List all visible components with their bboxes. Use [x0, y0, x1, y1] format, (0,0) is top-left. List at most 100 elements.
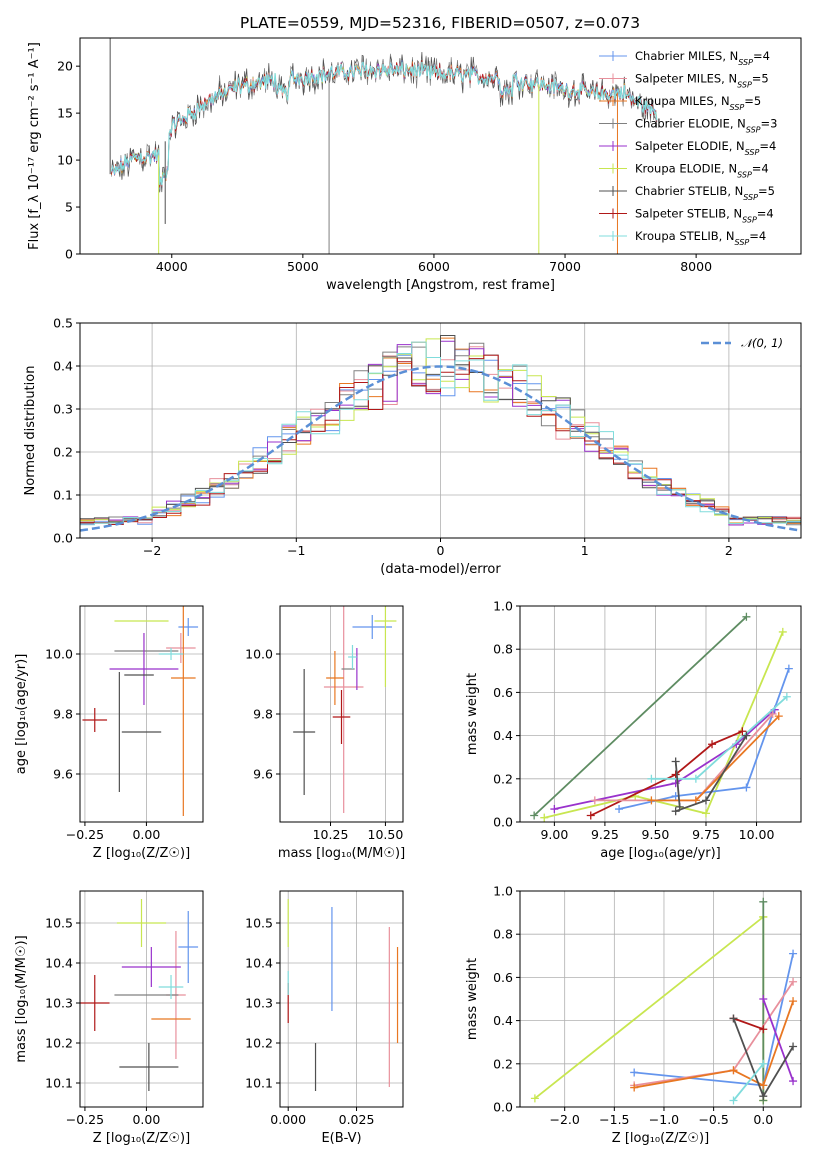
weight-point-marker — [530, 1094, 539, 1103]
x-tick-label: 10.25 — [313, 827, 349, 842]
weight-point-marker — [630, 1083, 639, 1092]
y-axis-label: age [log₁₀(age/yr)] — [14, 654, 29, 775]
panel-z_vs_age: −0.25 0.00 9.6 9.8 10.0 Z [log₁₀(Z/Z☉)] age [l… — [14, 605, 204, 861]
plot-area-residuals — [80, 335, 801, 532]
y-tick-label: 0.2 — [493, 1056, 513, 1071]
weight-point-marker — [671, 757, 680, 766]
spectrum-series-line — [111, 51, 658, 193]
legend-entry-name: Chabrier ELODIE, N — [635, 117, 746, 131]
weight-series-line — [618, 668, 790, 810]
y-axis-label: Flux [f_λ 10⁻¹⁷ erg cm⁻² s⁻¹ A⁻¹] — [27, 42, 42, 250]
weight-series — [530, 612, 751, 820]
y-tick-label: 10.5 — [245, 916, 273, 931]
legend-entry-label: Kroupa STELIB, NSSP=4 — [635, 229, 766, 247]
legend-entry-subscript: SSP — [730, 103, 745, 112]
weight-point-marker — [701, 796, 710, 805]
y-tick-label: 10.3 — [45, 996, 73, 1011]
errorbar-point — [178, 618, 199, 636]
y-tick-label: 0.0 — [53, 531, 73, 546]
y-tick-label: 10.0 — [245, 647, 273, 662]
errorbar-point — [82, 708, 108, 732]
weight-point-marker — [759, 1092, 768, 1101]
x-tick-label: 0.00 — [132, 1112, 160, 1127]
histogram-series — [80, 341, 801, 526]
legend-entry-name: Kroupa STELIB, N — [635, 229, 735, 243]
weight-point-marker — [742, 783, 751, 792]
plot-area-z_vs_age — [82, 606, 199, 816]
weight-point-marker — [742, 612, 751, 621]
y-tick-label: 0.4 — [493, 1013, 513, 1028]
y-tick-label: 0.6 — [493, 685, 513, 700]
errorbar-point — [119, 1043, 179, 1091]
y-tick-label: 9.6 — [53, 767, 73, 782]
plot-area-age_weights — [530, 612, 793, 822]
x-tick-label: 0 — [437, 543, 445, 558]
weight-point-marker — [729, 1096, 738, 1105]
legend-entry-subscript: SSP — [738, 58, 753, 67]
legend-entry-label: Kroupa ELODIE, NSSP=4 — [635, 162, 769, 180]
legend-entry-subscript: SSP — [735, 238, 750, 247]
weight-point-marker — [586, 811, 595, 820]
axes-frame — [519, 605, 802, 823]
x-tick-label: 0.00 — [132, 827, 160, 842]
weight-point-marker — [789, 1077, 798, 1086]
plot-area-z_weights — [530, 897, 798, 1105]
y-tick-label: 5 — [65, 200, 73, 215]
legend-entry-count: =4 — [759, 139, 776, 153]
weight-point-marker — [615, 805, 624, 814]
weight-series — [671, 731, 751, 816]
x-tick-label: 5000 — [287, 259, 319, 274]
errorbar-point — [374, 606, 397, 687]
x-axis-label: wavelength [Angstrom, rest frame] — [326, 278, 555, 293]
y-tick-label: 0.2 — [53, 445, 73, 460]
weight-point-marker — [691, 774, 700, 783]
x-tick-label: −0.25 — [66, 1112, 104, 1127]
x-tick-label: 7000 — [549, 259, 581, 274]
legend-entry-label: 𝒩(0, 1) — [741, 336, 783, 350]
weight-series — [590, 710, 777, 805]
errorbar-point — [80, 975, 110, 1031]
panel-residuals: −2 −1 0 1 2 0.0 0.1 0.2 0.3 0.4 0.5 (data-model)/er… — [23, 316, 802, 577]
y-tick-label: 0.4 — [53, 359, 73, 374]
figure-title: PLATE=0559, MJD=52316, FIBERID=0507, z=0… — [240, 14, 640, 32]
y-tick-label: 9.8 — [253, 707, 273, 722]
weight-series-line — [590, 730, 743, 817]
y-tick-label: 0.1 — [53, 488, 73, 503]
plot-area-mass_vs_age — [293, 606, 397, 813]
legend-entry-name: Salpeter STELIB, N — [635, 207, 742, 221]
y-tick-label: 0 — [65, 247, 73, 262]
y-tick-label: 20 — [57, 59, 73, 74]
weight-point-marker — [759, 995, 768, 1003]
plot-area-spectrum — [109, 38, 658, 254]
weight-point-marker — [789, 997, 798, 1006]
weight-point-marker — [782, 692, 791, 701]
legend-entry-count: =5 — [758, 184, 775, 198]
legend-entry-subscript: SSP — [742, 215, 757, 224]
weight-point-marker — [630, 1068, 639, 1077]
legend-entry-count: =4 — [749, 229, 766, 243]
weight-point-marker — [530, 811, 539, 820]
weight-point-marker — [701, 809, 710, 818]
x-tick-label: 9.00 — [540, 827, 568, 842]
weight-series — [671, 757, 684, 811]
weight-series — [647, 692, 791, 783]
weight-series-line — [733, 1017, 764, 1031]
x-axis-label: mass [log₁₀(M/M☉)] — [278, 846, 405, 861]
legend-entry-subscript: SSP — [743, 193, 758, 202]
y-axis-label: mass [log₁₀(M/M☉)] — [14, 935, 29, 1062]
axes-frame — [79, 605, 204, 823]
weight-point-marker — [647, 796, 656, 805]
errorbar-point — [352, 615, 393, 639]
y-tick-label: 10.5 — [45, 916, 73, 931]
weight-series-line — [533, 616, 748, 817]
y-tick-label: 10.4 — [245, 956, 273, 971]
legend-entry-subscript: SSP — [737, 170, 752, 179]
weight-series-line — [762, 998, 794, 1082]
y-tick-label: 0.6 — [493, 970, 513, 985]
panel-spectrum: 4000 5000 6000 7000 8000 0 5 10 15 20 wavelength [… — [27, 37, 802, 293]
panel-z_vs_mass: −0.25 0.00 10.1 10.2 10.3 10.4 10.5 Z [log₁₀(Z/… — [14, 890, 204, 1146]
legend-entry-label: Kroupa MILES, NSSP=5 — [635, 94, 761, 112]
x-axis-label: Z [log₁₀(Z/Z☉)] — [612, 1131, 709, 1146]
weight-point-marker — [647, 774, 656, 783]
